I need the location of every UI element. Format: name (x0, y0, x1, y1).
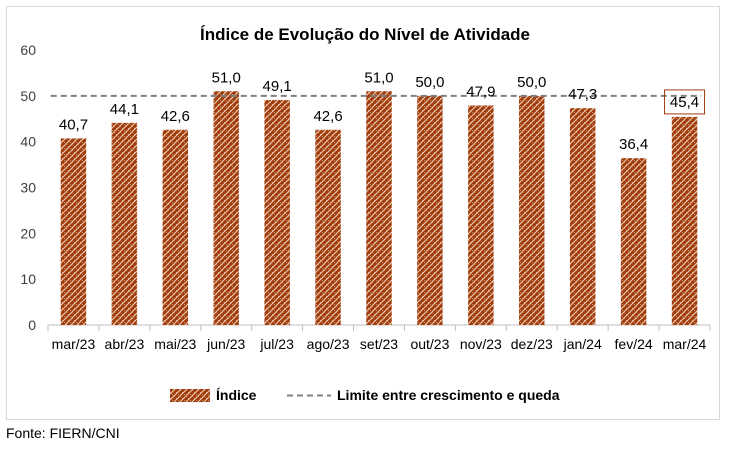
value-label: 44,1 (110, 101, 139, 118)
bar (417, 95, 443, 325)
x-tick-label: ago/23 (307, 336, 350, 352)
bars (60, 91, 698, 326)
x-axis: mar/23 abr/23 mai/23 jun/23 jul/23 ago/23 set/… (47, 324, 711, 352)
y-tick-label: 60 (20, 42, 36, 58)
x-tick-label: mar/24 (663, 336, 707, 352)
x-tick-label: jan/24 (563, 336, 602, 352)
y-tick-label: 20 (20, 225, 36, 241)
y-axis: 0 10 20 30 40 50 60 (20, 42, 36, 333)
bar (162, 129, 189, 325)
bar (519, 95, 545, 325)
y-tick-label: 10 (20, 271, 36, 287)
x-tick-label: nov/23 (460, 336, 502, 352)
legend: Índice Limite entre crescimento e queda (170, 387, 560, 403)
value-label: 50,0 (415, 74, 444, 91)
highlight-box (664, 89, 706, 115)
value-label: 45,4 (670, 94, 699, 111)
source-note: Fonte: FIERN/CNI (6, 425, 120, 441)
bar (60, 138, 87, 325)
value-label: 40,7 (59, 116, 88, 133)
value-label: 42,6 (161, 108, 190, 125)
value-label: 36,4 (619, 136, 648, 153)
value-label: 51,0 (364, 69, 393, 86)
y-tick-label: 30 (20, 180, 36, 196)
legend-swatch-index (170, 389, 210, 402)
bar (671, 116, 698, 326)
x-tick-label: mai/23 (154, 336, 196, 352)
value-label: 42,6 (313, 108, 342, 125)
chart-title: Índice de Evolução do Nível de Atividade (200, 25, 530, 44)
value-label: 47,3 (568, 86, 597, 103)
x-tick-label: out/23 (410, 336, 449, 352)
x-tick-label: set/23 (360, 336, 398, 352)
x-tick-label: fev/24 (615, 336, 653, 352)
value-label: 50,0 (517, 74, 546, 91)
y-tick-label: 0 (28, 317, 36, 333)
x-tick-label: jul/23 (259, 336, 294, 352)
x-tick-label: jun/23 (206, 336, 245, 352)
value-labels: 40,7 44,1 42,6 51,0 49,1 42,6 51,0 50,0 47,9 50,0… (59, 69, 706, 153)
bar (213, 91, 239, 325)
bar (264, 99, 290, 325)
x-tick-label: abr/23 (105, 336, 145, 352)
y-tick-label: 50 (20, 88, 36, 104)
bar (366, 91, 392, 325)
y-tick-label: 40 (20, 134, 36, 150)
x-tick-label: mar/23 (52, 336, 96, 352)
chart-frame (6, 6, 720, 420)
x-tick-label: dez/23 (511, 336, 553, 352)
bar (111, 122, 138, 325)
bar (569, 108, 596, 325)
legend-label-threshold: Limite entre crescimento e queda (337, 387, 560, 403)
legend-label-index: Índice (216, 387, 257, 403)
bar (620, 158, 647, 325)
value-label: 49,1 (263, 78, 292, 95)
value-label: 51,0 (212, 69, 241, 86)
value-label: 47,9 (466, 83, 495, 100)
bar (468, 105, 494, 325)
bar (315, 129, 341, 325)
